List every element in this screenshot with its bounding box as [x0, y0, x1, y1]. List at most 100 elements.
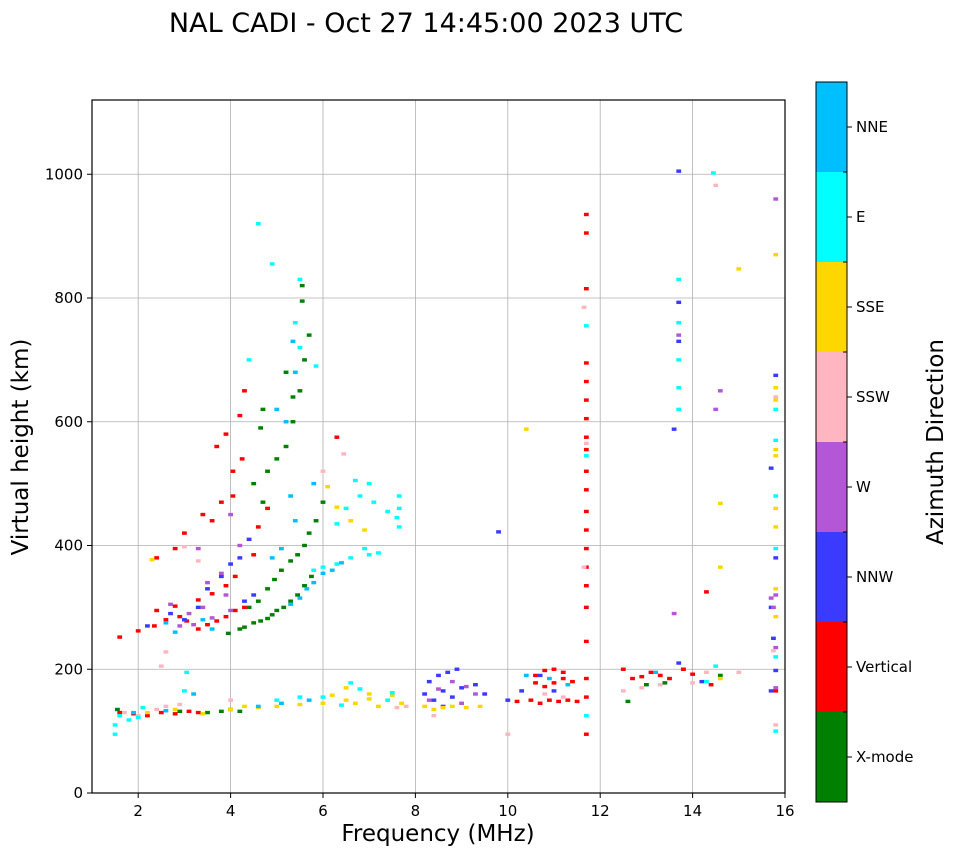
data-point — [768, 596, 774, 600]
data-point — [149, 558, 155, 562]
data-point — [676, 300, 682, 305]
data-point — [279, 568, 284, 572]
data-point — [773, 395, 779, 399]
data-point — [279, 701, 284, 705]
data-point — [583, 361, 589, 365]
data-point — [403, 704, 409, 709]
data-point — [671, 427, 677, 431]
data-point — [329, 568, 335, 572]
data-point — [228, 512, 233, 517]
data-point — [320, 571, 326, 576]
data-point — [311, 568, 317, 572]
data-point — [299, 299, 305, 303]
data-point — [773, 546, 779, 551]
data-point — [396, 494, 402, 498]
data-point — [334, 562, 340, 566]
plot-frame — [91, 99, 786, 794]
data-point — [232, 574, 238, 579]
data-point — [223, 584, 229, 588]
data-point — [551, 681, 557, 685]
data-point — [251, 621, 257, 625]
data-point — [265, 616, 270, 621]
data-point — [662, 681, 668, 685]
data-point — [371, 500, 377, 504]
data-point — [385, 698, 391, 702]
data-point — [505, 732, 511, 736]
data-point — [583, 605, 589, 610]
data-point — [172, 712, 178, 716]
data-point — [583, 732, 589, 736]
data-point — [135, 713, 141, 718]
data-point — [265, 469, 270, 473]
data-point — [773, 454, 779, 458]
data-point — [290, 339, 296, 344]
colorbar-segment — [816, 532, 847, 622]
data-point — [274, 608, 280, 613]
data-point — [306, 531, 312, 535]
axis-ticks: 2 4 6 8 10 12 14 16 0 200 400 600 800 1000 — [45, 165, 795, 820]
data-point — [290, 395, 296, 399]
data-point — [676, 169, 682, 173]
y-tick-label: 0 — [73, 784, 83, 802]
data-point — [477, 704, 483, 709]
data-point — [560, 695, 566, 699]
data-point — [117, 713, 123, 718]
data-point — [680, 667, 686, 671]
series-nnw — [145, 169, 779, 709]
data-point — [154, 707, 160, 712]
data-point — [112, 732, 118, 736]
data-point — [288, 494, 294, 498]
data-point — [218, 571, 224, 576]
data-point — [246, 358, 252, 362]
data-point — [325, 485, 331, 489]
data-point — [366, 692, 372, 696]
data-point — [265, 587, 270, 591]
data-point — [302, 358, 307, 362]
chart-title: NAL CADI - Oct 27 14:45:00 2023 UTC — [169, 8, 683, 39]
data-point — [366, 481, 372, 486]
data-point — [191, 623, 197, 627]
data-point — [341, 452, 347, 456]
data-point — [214, 619, 220, 623]
data-point — [237, 709, 243, 714]
data-point — [583, 584, 589, 588]
colorbar-tick-label: SSW — [856, 388, 890, 406]
data-point — [422, 692, 428, 696]
data-point — [551, 689, 557, 693]
colorbar-tick-label: X-mode — [856, 748, 913, 766]
data-point — [581, 305, 587, 309]
data-point — [295, 593, 300, 597]
x-tick-label: 2 — [133, 802, 143, 820]
data-point — [339, 703, 344, 707]
colorbar-segment — [816, 712, 847, 802]
data-point — [773, 655, 779, 659]
data-point — [297, 389, 303, 393]
data-point — [657, 673, 663, 678]
data-point — [230, 494, 236, 498]
series-sse — [145, 252, 779, 716]
data-point — [195, 546, 201, 551]
data-point — [583, 398, 589, 402]
data-point — [274, 457, 280, 461]
data-point — [676, 339, 682, 344]
data-point — [177, 624, 183, 628]
data-point — [644, 683, 649, 687]
data-point — [574, 699, 580, 704]
data-point — [389, 693, 395, 697]
data-point — [297, 695, 303, 699]
data-point — [186, 709, 192, 714]
data-point — [320, 565, 326, 569]
data-point — [135, 715, 141, 720]
data-point — [140, 705, 146, 710]
data-point — [297, 277, 303, 282]
data-point — [710, 171, 716, 175]
data-point — [676, 386, 682, 390]
data-point — [736, 670, 742, 675]
data-point — [117, 710, 123, 715]
data-point — [537, 701, 543, 705]
data-point — [177, 709, 183, 714]
data-point — [218, 500, 224, 504]
data-point — [274, 698, 280, 702]
data-point — [260, 407, 266, 412]
y-tick-label: 1000 — [45, 165, 83, 183]
